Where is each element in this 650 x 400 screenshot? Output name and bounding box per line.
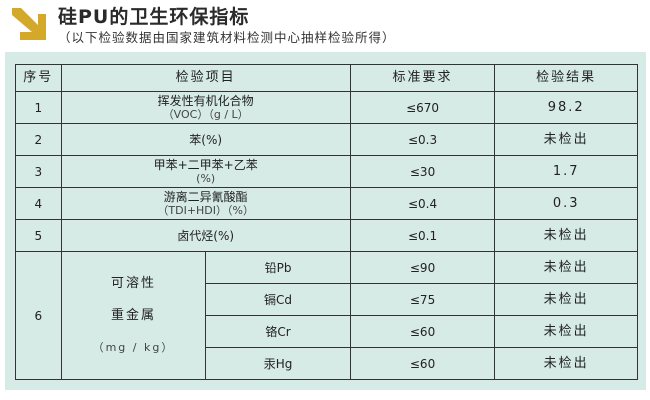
metal-name: 铬Cr — [205, 315, 351, 348]
heavy-metal-label-line2: 重金属 — [110, 307, 156, 323]
table-header-row: 序号 检验项目 标准要求 检验结果 — [15, 64, 638, 92]
hygiene-indicator-table: 序号 检验项目 标准要求 检验结果 1 挥发性有机化合物 （VOC）（g / L） ≤… — [15, 64, 638, 380]
metal-standard: ≤60 — [349, 315, 496, 348]
row-no: 4 — [15, 187, 62, 220]
metal-result: 未检出 — [494, 315, 638, 348]
row-item: 卤代烃(%) — [60, 219, 351, 252]
row-item: 挥发性有机化合物 （VOC）（g / L） — [60, 91, 351, 124]
table-row: 铬Cr ≤60 未检出 — [16, 315, 638, 348]
metal-name: 铅Pb — [205, 251, 351, 284]
metal-result: 未检出 — [494, 251, 638, 284]
item-name: 卤代烃(%) — [177, 228, 235, 243]
item-unit: (%) — [196, 171, 216, 185]
row-result: 0.3 — [494, 187, 638, 220]
col-header-result: 检验结果 — [494, 64, 638, 92]
metal-name: 汞Hg — [205, 347, 351, 380]
table-row: 镉Cd ≤75 未检出 — [16, 283, 638, 316]
row-standard: ≤0.3 — [349, 123, 496, 156]
col-header-standard: 标准要求 — [349, 64, 496, 92]
heavy-metal-unit: （mg / kg） — [92, 340, 175, 354]
row-no: 3 — [15, 155, 62, 188]
table-row: 6 可溶性 重金属 （mg / kg） 铅Pb ≤90 未检出 — [15, 251, 638, 380]
row-item: 苯(%) — [60, 123, 351, 156]
metal-standard: ≤90 — [349, 251, 496, 284]
row-standard: ≤30 — [349, 155, 496, 188]
metal-result: 未检出 — [494, 283, 638, 316]
arrow-down-right-icon — [12, 8, 46, 40]
row-result: 98.2 — [494, 91, 638, 124]
table-panel: 序号 检验项目 标准要求 检验结果 1 挥发性有机化合物 （VOC）（g / L） ≤… — [5, 52, 646, 390]
page-title: 硅PU的卫生环保指标 — [58, 6, 250, 28]
row-standard: ≤0.4 — [349, 187, 496, 220]
col-header-no: 序号 — [15, 64, 62, 92]
item-name: 游离二异氰酸酯 — [163, 189, 248, 204]
metal-standard: ≤60 — [349, 347, 496, 380]
row-no: 1 — [15, 91, 62, 124]
item-unit: （TDI+HDI）（%） — [157, 203, 254, 217]
page-subtitle: （以下检验数据由国家建筑材料检测中心抽样检验所得） — [58, 30, 396, 45]
row-no: 2 — [15, 123, 62, 156]
row-result: 未检出 — [494, 123, 638, 156]
table-row: 2 苯(%) ≤0.3 未检出 — [15, 123, 638, 156]
table-row: 5 卤代烃(%) ≤0.1 未检出 — [15, 219, 638, 252]
item-name: 挥发性有机化合物 — [157, 93, 254, 108]
item-name: 苯(%) — [189, 132, 223, 147]
table-row: 汞Hg ≤60 未检出 — [16, 347, 638, 380]
metal-name: 镉Cd — [205, 283, 351, 316]
row-standard: ≤0.1 — [349, 219, 496, 252]
metal-result: 未检出 — [494, 347, 638, 380]
row-no: 5 — [15, 219, 62, 252]
row-no: 6 — [15, 251, 62, 380]
heavy-metal-label: 可溶性 重金属 （mg / kg） — [60, 251, 207, 380]
row-result: 未检出 — [494, 219, 638, 252]
row-item: 甲苯+二甲苯+乙苯 (%) — [60, 155, 351, 188]
table-row: 1 挥发性有机化合物 （VOC）（g / L） ≤670 98.2 — [15, 91, 638, 124]
row-result: 1.7 — [494, 155, 638, 188]
item-name: 甲苯+二甲苯+乙苯 — [153, 157, 258, 172]
row-item: 游离二异氰酸酯 （TDI+HDI）（%） — [60, 187, 351, 220]
heavy-metal-label-line1: 可溶性 — [110, 275, 156, 291]
item-unit: （VOC）（g / L） — [162, 107, 249, 121]
col-header-item: 检验项目 — [60, 64, 351, 92]
row-standard: ≤670 — [349, 91, 496, 124]
table-row: 4 游离二异氰酸酯 （TDI+HDI）（%） ≤0.4 0.3 — [15, 187, 638, 220]
table-row: 3 甲苯+二甲苯+乙苯 (%) ≤30 1.7 — [15, 155, 638, 188]
metal-standard: ≤75 — [349, 283, 496, 316]
